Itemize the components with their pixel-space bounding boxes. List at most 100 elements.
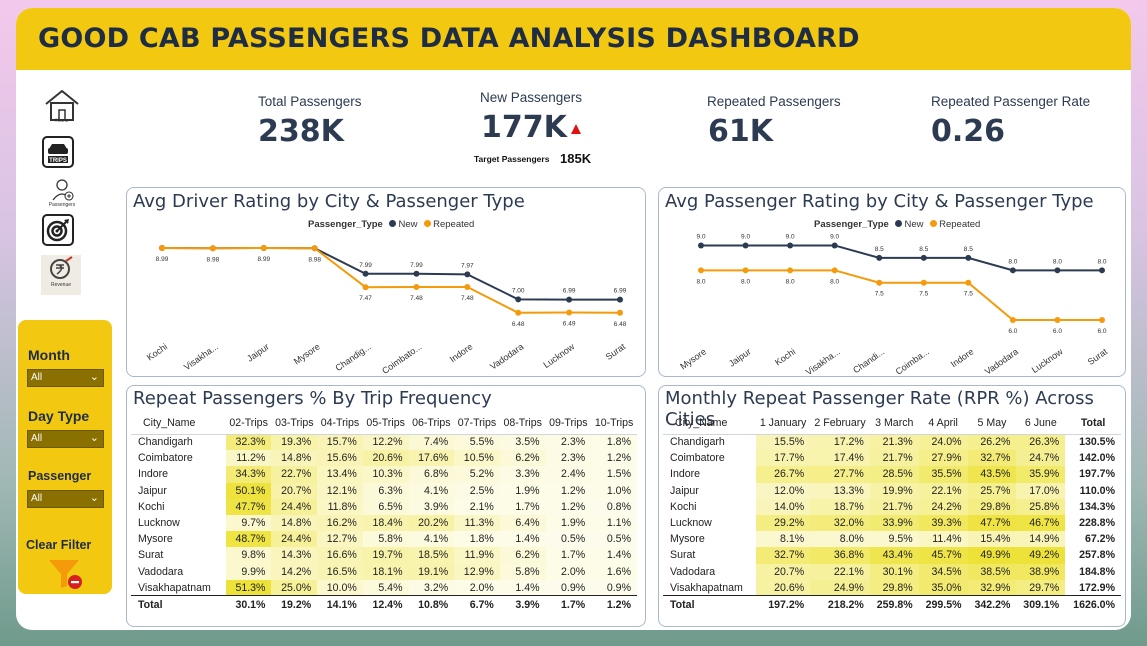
month-select[interactable]: All ⌄ <box>27 369 104 387</box>
clear-filter-icon[interactable] <box>46 558 86 592</box>
data-point-new <box>698 242 704 249</box>
column-header[interactable]: 2 February <box>810 412 870 435</box>
value-cell: 45.7% <box>918 547 968 564</box>
value-cell: 22.7% <box>271 466 318 483</box>
column-header[interactable]: 08-Trips <box>499 412 546 435</box>
value-cell: 1.7% <box>545 547 592 564</box>
table-row: Surat 32.7% 36.8% 43.4% 45.7% 49.9% 49.2% 257.8… <box>663 547 1121 564</box>
driver-rating-chart: 7.99 7.99 7.97 7.00 6.99 6.99 8.99 8.98 8.99 8.98… <box>145 245 628 376</box>
passengers-icon[interactable]: Passengers <box>42 178 82 218</box>
column-header[interactable]: 07-Trips <box>454 412 500 435</box>
column-header[interactable]: Total <box>1065 412 1121 435</box>
column-header[interactable]: 04-Trips <box>317 412 363 435</box>
column-header[interactable]: 5 May <box>967 412 1017 435</box>
value-cell: 0.9% <box>591 579 637 596</box>
column-header[interactable]: 10-Trips <box>591 412 637 435</box>
value-cell: 14.2% <box>271 563 318 580</box>
total-cell: 197.2% <box>756 595 811 614</box>
table-row: Coimbatore 17.7% 17.4% 21.7% 27.9% 32.7% 24.7%… <box>663 450 1121 467</box>
value-cell: 4.1% <box>408 531 455 548</box>
x-tick-label: Kochi <box>145 341 169 362</box>
column-header[interactable]: 02-Trips <box>225 412 272 435</box>
total-cell: 19.2% <box>271 595 318 614</box>
data-label: 8.0 <box>1097 258 1106 265</box>
home-icon[interactable]: Home <box>42 88 82 128</box>
table-row: Jaipur 12.0% 13.3% 19.9% 22.1% 25.7% 17.0% 110.… <box>663 482 1121 499</box>
value-cell: 24.7% <box>1016 450 1066 467</box>
value-cell: 32.7% <box>967 450 1017 467</box>
value-cell: 39.3% <box>918 514 968 532</box>
data-point-repeated <box>260 245 267 251</box>
trips-icon[interactable]: TRIPS <box>42 136 82 176</box>
city-cell: Surat <box>670 549 696 562</box>
value-cell: 49.2% <box>1016 547 1066 564</box>
value-cell: 34.3% <box>225 466 272 483</box>
x-tick-label: Vadodara <box>488 341 525 371</box>
legend-new-marker <box>895 220 903 227</box>
city-cell: Indore <box>670 468 701 481</box>
daytype-select[interactable]: All ⌄ <box>27 430 104 448</box>
value-cell: 17.0% <box>1016 482 1066 499</box>
value-cell: 6.2% <box>499 450 546 467</box>
data-label: 9.0 <box>696 233 705 240</box>
column-header[interactable]: 09-Trips <box>545 412 592 435</box>
rpr-panel: Monthly Repeat Passenger Rate (RPR %) Ac… <box>658 385 1126 627</box>
city-cell: Lucknow <box>670 517 712 530</box>
value-cell: 47.7% <box>967 514 1017 532</box>
revenue-label: Revenue <box>50 282 71 288</box>
value-cell: 2.4% <box>545 466 592 483</box>
column-header[interactable]: 06-Trips <box>408 412 455 435</box>
data-label: 8.0 <box>830 278 839 285</box>
home-label: Home <box>55 118 69 124</box>
value-cell: 16.6% <box>317 547 363 564</box>
value-cell: 1.5% <box>591 466 637 483</box>
value-cell: 5.5% <box>454 434 500 451</box>
target-icon[interactable] <box>42 214 82 254</box>
value-cell: 19.9% <box>869 482 919 499</box>
passenger-select[interactable]: All ⌄ <box>27 490 104 508</box>
value-cell: 50.1% <box>225 482 272 499</box>
clear-filter-button[interactable]: Clear Filter <box>26 538 92 552</box>
value-cell: 15.6% <box>317 450 363 467</box>
x-tick-label: Visakha... <box>804 346 842 377</box>
x-tick-label: Coimba... <box>894 346 931 376</box>
month-select-value: All <box>31 372 43 383</box>
value-cell: 35.0% <box>918 579 968 596</box>
revenue-icon[interactable]: Revenue <box>41 255 81 295</box>
value-cell: 29.8% <box>869 579 919 596</box>
value-cell: 12.0% <box>756 482 811 499</box>
city-cell: Visakhapatnam <box>670 581 743 594</box>
data-label: 9.0 <box>786 233 795 240</box>
city-cell: Kochi <box>138 500 165 513</box>
passenger-rating-chart-title: Avg Passenger Rating by City & Passenger… <box>665 191 1094 212</box>
value-cell: 9.8% <box>225 547 272 564</box>
value-cell: 10.3% <box>362 466 409 483</box>
column-header[interactable]: 03-Trips <box>271 412 318 435</box>
data-point-repeated <box>698 267 704 274</box>
data-point-repeated <box>413 283 420 290</box>
value-cell: 11.4% <box>918 531 968 548</box>
city-cell: Visakhapatnam <box>138 581 211 594</box>
column-header[interactable]: 1 January <box>756 412 811 435</box>
data-point-new <box>362 270 369 277</box>
value-cell: 11.3% <box>454 514 500 532</box>
total-cell: 10.8% <box>408 595 455 614</box>
column-header[interactable]: 05-Trips <box>362 412 409 435</box>
column-header[interactable]: 4 April <box>918 412 968 435</box>
value-cell: 32.3% <box>225 434 272 451</box>
value-cell: 1.9% <box>499 482 546 499</box>
value-cell: 32.0% <box>810 514 870 532</box>
data-point-new <box>413 270 420 277</box>
value-cell: 15.5% <box>756 434 811 451</box>
data-label: 7.97 <box>461 262 474 269</box>
x-tick-label: Coimbato... <box>380 341 423 376</box>
value-cell: 30.1% <box>869 563 919 580</box>
value-cell: 28.5% <box>869 466 919 483</box>
value-cell: 21.3% <box>869 434 919 451</box>
column-header[interactable]: 6 June <box>1016 412 1066 435</box>
value-cell: 10.5% <box>454 450 500 467</box>
column-header[interactable]: City_Name <box>663 412 756 435</box>
city-cell: Surat <box>138 549 164 562</box>
column-header[interactable]: City_Name <box>131 412 226 435</box>
column-header[interactable]: 3 March <box>869 412 919 435</box>
